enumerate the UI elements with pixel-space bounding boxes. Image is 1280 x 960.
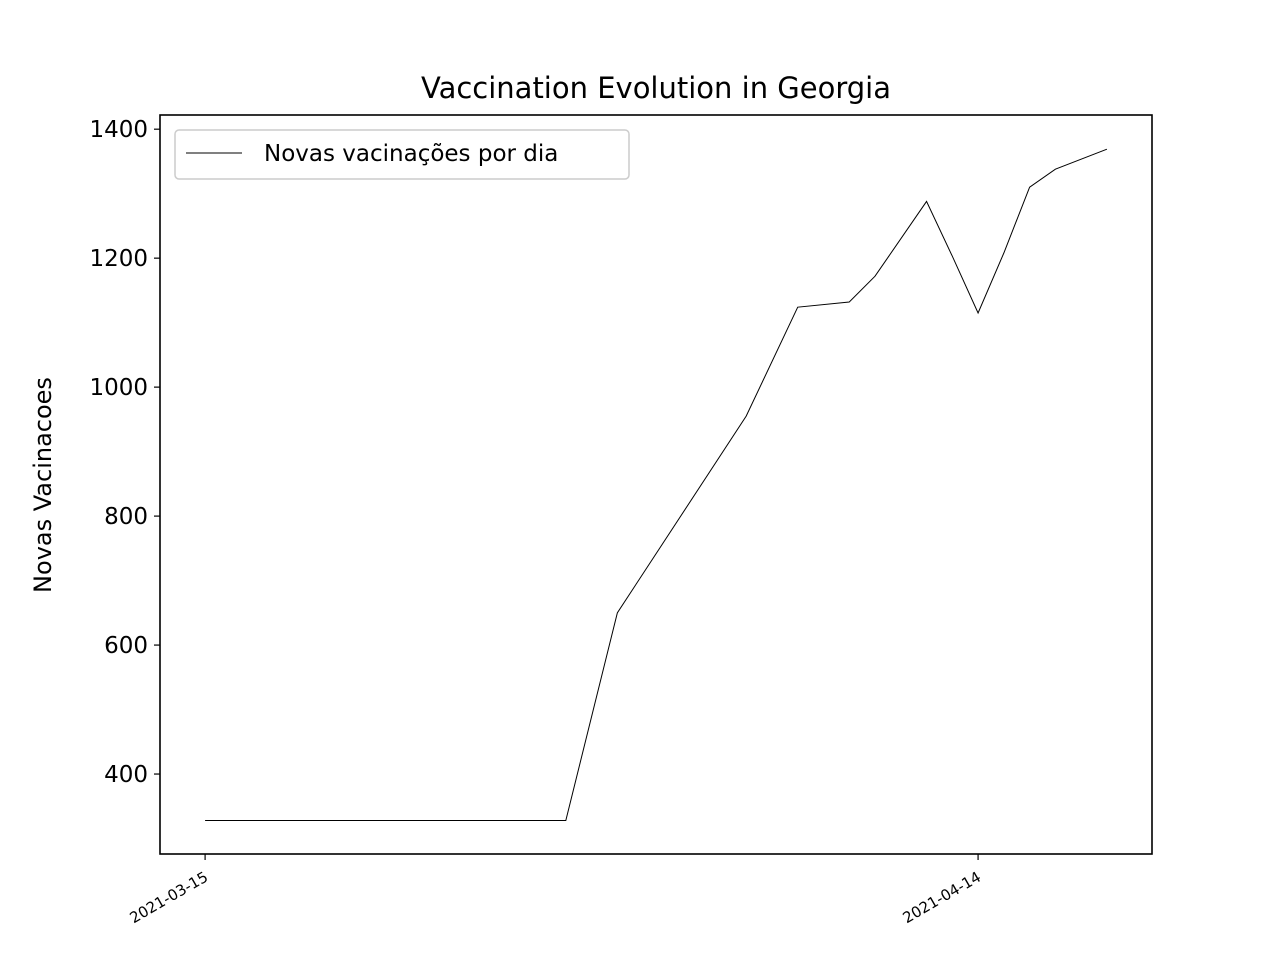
y-tick-label: 1200 <box>89 246 148 272</box>
y-tick-label: 400 <box>104 762 148 788</box>
plot-frame <box>159 114 1153 855</box>
x-tick-label: 2021-04-14 <box>900 868 985 927</box>
y-tick-label: 1400 <box>89 117 148 143</box>
x-tick-label: 2021-03-15 <box>127 868 212 927</box>
legend-box <box>174 129 630 180</box>
data-line <box>205 148 1108 821</box>
y-axis-label: Novas Vacinacoes <box>29 377 57 593</box>
y-tick-label: 600 <box>104 633 148 659</box>
y-tick-label: 800 <box>104 504 148 530</box>
legend-label: Novas vacinações por dia <box>264 141 558 167</box>
chart-title: Vaccination Evolution in Georgia <box>421 71 891 105</box>
legend: Novas vacinações por dia <box>174 129 630 180</box>
y-tick-label: 1000 <box>89 375 148 401</box>
